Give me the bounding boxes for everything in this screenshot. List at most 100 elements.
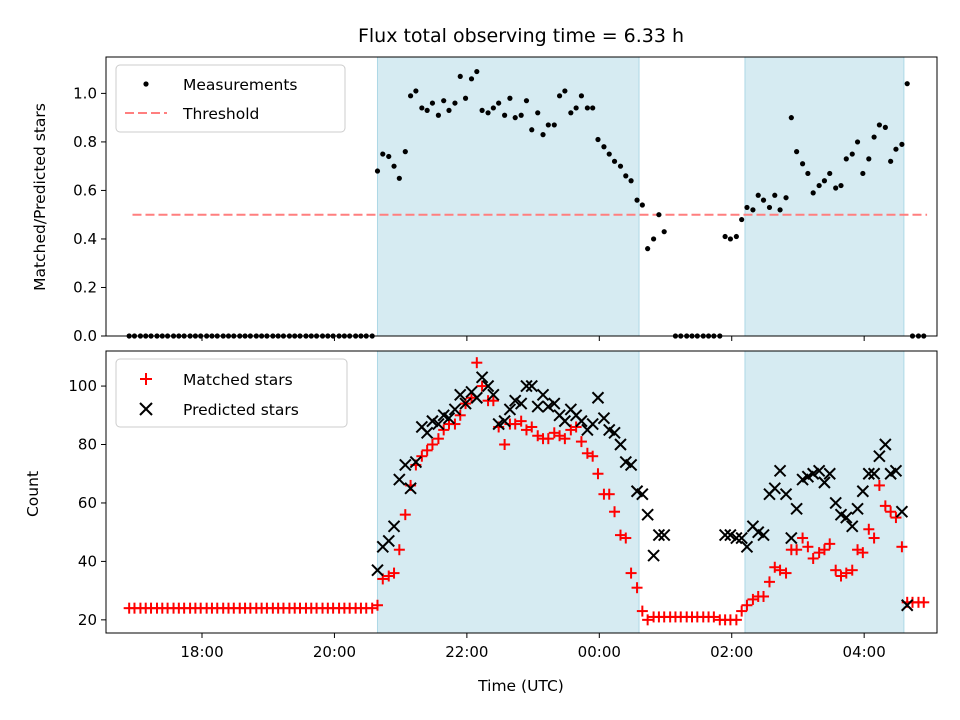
predicted-point-54: [724, 528, 737, 542]
measurement-point-65: [485, 110, 491, 116]
matched-point-140: [896, 541, 908, 553]
measurement-point-84: [590, 105, 596, 111]
predicted-point-63: [773, 464, 787, 478]
predicted-point-26: [514, 397, 528, 410]
predicted-point-41: [597, 412, 611, 425]
measurement-point-51: [407, 93, 414, 99]
measurement-point-77: [551, 122, 557, 128]
predicted-point-43: [608, 426, 621, 440]
measurement-point-123: [810, 190, 816, 196]
top-ytick-label-1: 0.2: [73, 278, 97, 296]
top-ytick-label-3: 0.6: [73, 181, 97, 199]
measurement-point-91: [628, 178, 634, 184]
matched-point-106: [708, 611, 720, 623]
measurement-point-79: [562, 88, 568, 94]
measurement-point-48: [391, 163, 397, 169]
measurement-point-136: [882, 124, 888, 130]
top-ytick-label-4: 0.8: [73, 133, 97, 151]
measurement-point-139: [899, 141, 905, 147]
measurement-point-72: [523, 98, 530, 104]
predicted-point-24: [503, 403, 517, 416]
predicted-point-20: [481, 379, 495, 393]
matched-point-121: [791, 544, 803, 556]
legend-label-measurements: Measurements: [183, 76, 298, 94]
measurement-point-90: [623, 173, 629, 179]
measurement-point-92: [634, 197, 640, 203]
matched-point-118: [774, 564, 786, 576]
measurement-point-94: [645, 246, 651, 252]
top-y-ticks: 0.0 0.2 0.4 0.6 0.8 1.0: [73, 84, 106, 345]
bottom-x-ticks: 18:00 20:00 22:00 00:00 02:00 04:00: [180, 633, 886, 661]
measurement-point-67: [496, 100, 502, 106]
predicted-point-77: [851, 502, 864, 516]
predicted-point-9: [420, 426, 434, 440]
matched-point-127: [824, 538, 836, 550]
matched-point-84: [587, 450, 599, 462]
xtick-label-5: 04:00: [843, 643, 886, 661]
predicted-point-13: [442, 412, 456, 425]
measurement-point-69: [507, 95, 513, 101]
predicted-point-69: [806, 467, 820, 480]
measurement-point-68: [502, 112, 508, 118]
measurement-point-85: [595, 136, 601, 143]
measurement-point-71: [518, 112, 524, 118]
top-ytick-label-5: 1.0: [73, 84, 97, 102]
measurement-point-49: [396, 175, 402, 181]
measurement-point-52: [413, 88, 419, 94]
matched-point-54: [421, 444, 433, 456]
bottom-y-axis-label: Count: [24, 471, 42, 517]
measurement-point-87: [606, 151, 612, 157]
legend-marker-measurements: [143, 81, 149, 87]
measurement-point-119: [788, 115, 794, 121]
measurement-point-116: [772, 192, 778, 198]
predicted-point-10: [426, 414, 439, 428]
measurement-point-113: [755, 192, 761, 198]
matched-point-71: [515, 415, 527, 427]
predicted-point-27: [520, 379, 533, 393]
matched-point-68: [499, 439, 511, 451]
matched-point-136: [873, 479, 885, 491]
measurement-point-56: [435, 112, 441, 118]
matched-point-81: [570, 421, 582, 433]
matched-point-82: [575, 436, 587, 448]
matched-point-144: [918, 596, 930, 608]
predicted-point-56: [735, 531, 748, 545]
matched-point-119: [780, 567, 792, 579]
predicted-point-39: [586, 417, 599, 431]
measurement-point-75: [540, 132, 546, 138]
top-shade-1: [744, 56, 905, 337]
predicted-point-52: [657, 528, 671, 542]
matched-point-133: [857, 547, 869, 559]
measurement-point-76: [545, 122, 551, 128]
predicted-point-2: [382, 534, 395, 548]
xtick-label-0: 18:00: [180, 643, 223, 661]
predicted-point-85: [895, 505, 909, 518]
top-panel: 0.0 0.2 0.4 0.6 0.8 1.0 Matched/Predicted sta…: [31, 56, 938, 345]
measurement-point-127: [833, 185, 839, 191]
measurement-point-81: [573, 105, 579, 111]
bottom-ytick-label-4: 100: [68, 377, 97, 395]
predicted-point-51: [652, 528, 666, 542]
measurement-point-124: [816, 182, 822, 189]
matched-point-123: [802, 541, 814, 553]
predicted-point-40: [591, 391, 605, 404]
matched-point-131: [846, 564, 858, 576]
measurement-point-132: [860, 170, 866, 177]
predicted-point-64: [779, 487, 793, 501]
measurement-point-118: [783, 195, 789, 201]
measurement-point-108: [727, 236, 734, 242]
predicted-point-76: [846, 520, 859, 533]
measurement-point-126: [827, 170, 833, 177]
legend-marker-predicted: [139, 402, 153, 416]
measurement-point-121: [799, 161, 806, 167]
measurement-point-82: [578, 93, 585, 99]
measurement-point-70: [512, 115, 518, 121]
measurement-point-131: [854, 139, 861, 145]
bottom-ytick-label-3: 80: [78, 436, 97, 454]
predicted-point-82: [879, 438, 892, 451]
top-shaded-intervals: [376, 56, 905, 337]
xtick-label-1: 20:00: [313, 643, 356, 661]
predicted-point-70: [812, 464, 826, 478]
bottom-legend-box: [115, 358, 348, 428]
measurement-point-61: [462, 95, 469, 101]
